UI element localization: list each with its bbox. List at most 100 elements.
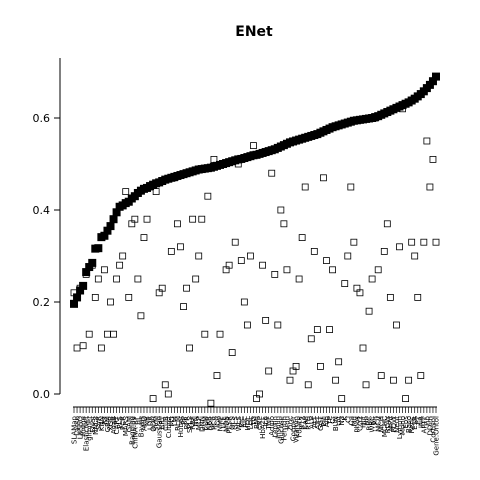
open-square-point (125, 293, 133, 301)
x-tick-label: INR (417, 416, 425, 428)
x-tick-label: MLP (195, 416, 203, 430)
x-tick-label: Copper (290, 416, 298, 441)
open-square-point (97, 344, 105, 352)
open-square-point (256, 390, 263, 398)
x-tick-label: MPV (387, 416, 395, 431)
open-square-point (73, 344, 81, 352)
x-tick-label: ARD (140, 416, 148, 431)
y-tick-label: 0.0 (33, 388, 51, 401)
x-tick-label: Bayes (137, 416, 145, 438)
x-tick-label: Mono (399, 416, 407, 435)
open-square-point (362, 381, 370, 389)
x-tick-label: MCH (378, 416, 386, 432)
x-tick-label: CaP (302, 416, 310, 429)
open-square-point (143, 215, 151, 223)
x-tick-label: NMF (217, 416, 225, 431)
open-square-point (414, 293, 422, 301)
y-tick-label: 0.2 (33, 296, 51, 309)
open-square-point (177, 243, 184, 251)
x-tick-label: Huber (177, 416, 185, 437)
x-tick-label: Bili (320, 416, 328, 427)
open-square-point (240, 298, 248, 306)
open-square-point (161, 381, 169, 389)
open-square-point (271, 270, 279, 278)
filled-square-point (428, 77, 437, 86)
open-square-point (113, 275, 120, 283)
x-tick-label: Neut (393, 416, 401, 433)
open-square-point (329, 266, 336, 274)
x-tick-label: ALT (311, 415, 319, 428)
filled-square-point (94, 244, 103, 253)
open-square-point (119, 252, 127, 260)
x-tick-label: GBM (104, 416, 112, 432)
x-tick-label: Gaussian (156, 416, 164, 448)
open-square-point (195, 252, 203, 260)
open-square-point (283, 266, 291, 274)
open-square-point (207, 399, 215, 407)
x-tick-label: GGT (317, 415, 325, 431)
open-square-point (268, 169, 276, 177)
filled-square-point (79, 281, 88, 290)
x-ticks (73, 407, 437, 413)
open-square-point (104, 330, 111, 338)
x-tick-label: LDL (247, 416, 255, 429)
x-tick-label: BIC (238, 416, 246, 428)
x-tick-label: CRP (256, 416, 264, 430)
open-square-point (405, 376, 413, 384)
open-square-point (180, 303, 187, 311)
x-tick-label: Glucose (277, 416, 285, 444)
open-square-point (344, 252, 352, 260)
open-square-point (426, 183, 434, 191)
x-tick-label: Fib (423, 415, 431, 425)
x-tick-label: GPR (207, 416, 215, 431)
x-tick-label: AIC (241, 416, 249, 428)
open-square-point (386, 293, 394, 301)
open-square-point (411, 252, 419, 260)
open-square-point (356, 289, 364, 297)
x-tick-label: RBF (189, 416, 197, 430)
open-square-point (274, 321, 282, 329)
open-square-point (79, 342, 87, 350)
x-tick-label: Cubist (165, 416, 173, 438)
filled-square-point (70, 299, 78, 308)
x-tick-label: ELM (201, 416, 209, 430)
x-tick-label: BRT (159, 415, 167, 429)
open-square-point (94, 275, 102, 283)
open-square-point (107, 298, 114, 306)
x-tick-label: Zinc (286, 416, 294, 431)
x-tick-label: MCV (375, 416, 383, 432)
open-square-point (192, 275, 200, 283)
x-tick-label: SVR (95, 416, 103, 430)
open-square-point (313, 326, 321, 334)
x-tick-label: Ferritin (280, 416, 288, 441)
x-tick-label: Na (338, 416, 346, 426)
x-tick-labels: SLAMapLassoLASSORidgeElasticNetglmnetENe… (71, 415, 441, 455)
open-square-point (365, 307, 373, 315)
x-tick-label: WLS (235, 415, 243, 431)
x-tick-label: Leptin (271, 416, 279, 438)
open-square-point (317, 362, 324, 370)
open-square-point (164, 390, 172, 398)
x-tick-label: ALP (308, 416, 316, 429)
x-tick-label: LASSO (77, 416, 85, 440)
x-tick-label: SLAMap (71, 415, 79, 444)
open-square-point (326, 326, 333, 334)
x-tick-label: Mg (350, 416, 358, 426)
x-tick-label: Alb (323, 415, 331, 427)
x-tick-label: MDS (223, 415, 231, 431)
open-square-point (189, 215, 197, 223)
x-tick-label: Lasso (74, 416, 82, 436)
x-tick-label: KRR (204, 416, 212, 430)
open-square-point (198, 215, 206, 223)
open-square-point (423, 137, 431, 145)
x-tick-label: PP (180, 416, 188, 424)
x-tick-label: RF (101, 416, 109, 425)
open-square-point (250, 142, 257, 150)
open-square-point (213, 372, 221, 380)
x-tick-label: Retic (408, 416, 416, 434)
open-square-point (320, 174, 327, 182)
x-tick-label: LDA (147, 416, 155, 430)
x-tick-label: KNN (98, 416, 106, 431)
filled-square-point (82, 268, 91, 277)
